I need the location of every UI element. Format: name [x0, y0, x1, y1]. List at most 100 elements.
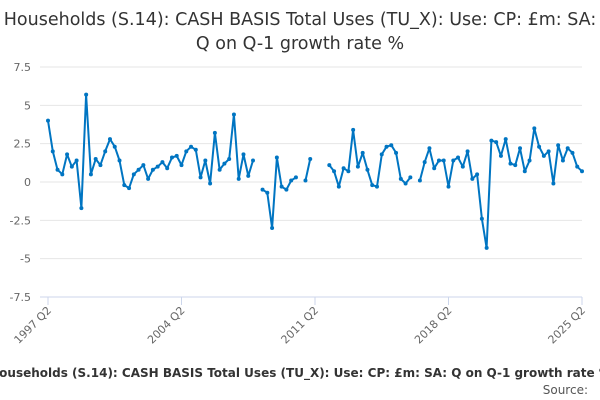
data-point: [122, 183, 127, 188]
data-point: [532, 126, 537, 131]
data-point: [479, 216, 484, 221]
x-axis-ticks: 1997 Q2 2004 Q2 2011 Q2 2018 Q2 2025 Q2: [12, 297, 588, 347]
data-point: [460, 164, 465, 169]
data-point: [508, 161, 513, 166]
data-point: [136, 167, 141, 172]
data-point: [351, 127, 356, 132]
data-point: [69, 164, 74, 169]
data-point: [580, 169, 584, 174]
data-point: [155, 164, 160, 169]
data-point: [217, 167, 222, 172]
series-line-segment: [328, 128, 412, 188]
data-point: [475, 172, 480, 177]
y-tick-label: -7.5: [10, 291, 31, 304]
gridlines: [40, 66, 582, 298]
data-point: [546, 149, 551, 154]
y-tick-label: 5: [24, 99, 31, 112]
data-point: [560, 158, 565, 163]
data-point: [274, 155, 279, 160]
data-point: [446, 184, 451, 189]
chart-title: Households (S.14): CASH BASIS Total Uses…: [3, 10, 597, 54]
data-point: [394, 150, 399, 155]
series: [46, 92, 584, 250]
data-point: [379, 152, 384, 157]
data-point: [55, 167, 60, 172]
data-point: [117, 158, 122, 163]
data-point: [60, 172, 65, 177]
x-tick-label: 2004 Q2: [145, 304, 188, 347]
data-point: [365, 167, 370, 172]
data-point: [346, 169, 351, 174]
data-point: [360, 150, 365, 155]
y-tick-label: 7.5: [14, 61, 32, 74]
data-point: [131, 172, 136, 177]
source-label: Source:: [542, 383, 588, 397]
data-point: [417, 178, 422, 183]
data-point: [260, 187, 265, 192]
data-point: [141, 163, 146, 168]
data-point: [251, 158, 256, 163]
data-point: [470, 176, 475, 181]
data-point: [88, 172, 93, 177]
data-point: [241, 152, 246, 157]
data-point: [436, 158, 441, 163]
data-point: [146, 176, 151, 181]
data-point: [212, 130, 217, 135]
data-point: [503, 137, 508, 142]
data-point: [355, 164, 360, 169]
y-tick-label: -5: [20, 253, 31, 266]
data-point: [565, 146, 570, 151]
series-line-segment: [47, 93, 254, 210]
data-point: [93, 157, 98, 161]
data-point: [227, 157, 232, 161]
data-point: [441, 158, 446, 163]
data-point: [74, 158, 79, 163]
y-tick-label: -2.5: [10, 214, 31, 227]
y-tick-label: 0: [24, 176, 31, 189]
data-point: [522, 169, 527, 174]
data-point: [112, 144, 117, 149]
data-point: [284, 187, 289, 192]
data-point: [341, 166, 346, 171]
x-tick-label: 1997 Q2: [12, 304, 55, 347]
data-point: [179, 163, 184, 168]
data-point: [65, 152, 70, 157]
data-point: [498, 153, 503, 158]
data-point: [518, 146, 523, 151]
data-point: [236, 176, 241, 181]
data-point: [513, 163, 518, 168]
data-point: [551, 181, 556, 186]
data-point: [127, 186, 132, 191]
data-point: [46, 118, 50, 123]
data-point: [327, 163, 332, 168]
data-point: [370, 183, 375, 188]
x-tick-label: 2011 Q2: [279, 304, 322, 347]
data-point: [231, 112, 236, 117]
data-point: [279, 184, 284, 189]
data-point: [384, 144, 389, 149]
data-point: [174, 153, 179, 158]
data-point: [198, 175, 203, 180]
data-point: [332, 169, 337, 174]
data-point: [265, 190, 270, 195]
data-point: [169, 155, 174, 160]
data-point: [103, 149, 108, 154]
data-point: [289, 178, 294, 183]
data-point: [203, 158, 208, 163]
data-point: [570, 150, 575, 155]
data-point: [193, 147, 198, 152]
data-point: [374, 184, 379, 189]
data-point: [165, 166, 170, 171]
x-tick-label: 2018 Q2: [412, 304, 455, 347]
data-point: [456, 155, 461, 160]
data-point: [575, 164, 580, 169]
data-point: [336, 184, 341, 189]
data-point: [308, 157, 313, 161]
data-point: [422, 160, 427, 165]
data-point: [484, 245, 489, 250]
data-point: [208, 181, 213, 186]
data-point: [403, 181, 408, 186]
data-point: [189, 144, 194, 149]
data-point: [451, 158, 456, 163]
